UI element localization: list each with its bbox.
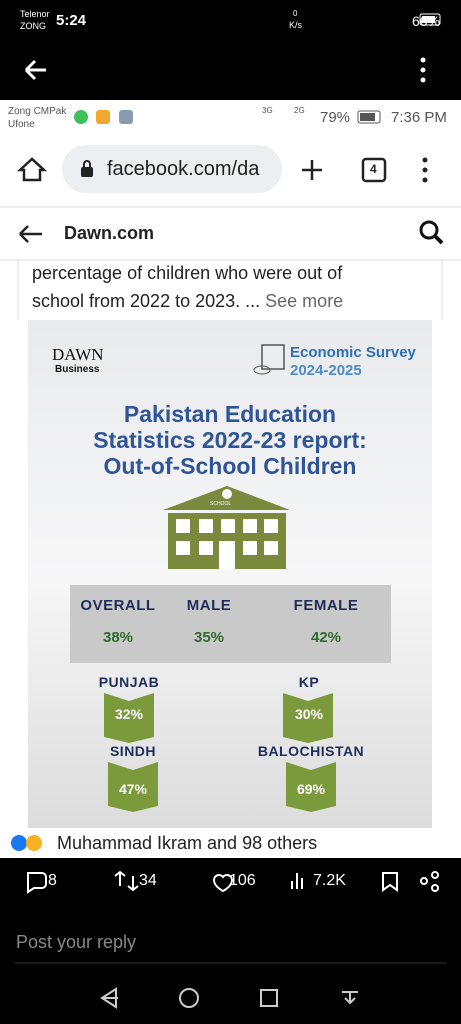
clock: 7:36 PM [391, 109, 447, 126]
infographic-title: Pakistan Education Statistics 2022-23 re… [28, 401, 432, 479]
carrier: Zong CMPak [8, 106, 67, 117]
brand: DAWN [52, 345, 104, 364]
province-value: 47% [118, 781, 148, 797]
province-value: 32% [114, 706, 144, 722]
summary-value: 38% [102, 629, 134, 646]
title-line: Out-of-School Children [103, 453, 357, 479]
province-label: KP [298, 674, 320, 690]
post-text: percentage of children who were out of [32, 263, 343, 283]
battery: 79% [320, 109, 351, 126]
like-count[interactable]: 106 [229, 872, 256, 889]
summary-label: MALE [186, 597, 232, 614]
post-text: school from 2022 to 2023. ... See more [32, 291, 343, 312]
carrier: Telenor [20, 9, 50, 19]
province-label: BALOCHISTAN [257, 743, 365, 759]
building-sign: SCHOOL [210, 501, 232, 507]
tab-count[interactable]: 4 [370, 162, 377, 176]
clock: 5:24 [56, 12, 87, 29]
summary-label: FEMALE [293, 597, 359, 614]
carrier: Ufone [8, 119, 35, 130]
speed-unit: K/s [289, 20, 303, 30]
network: 3G [262, 106, 273, 115]
network: 2G [294, 106, 305, 115]
province-label: PUNJAB [98, 674, 160, 690]
url[interactable]: facebook.com/da [107, 158, 260, 180]
reply-input[interactable]: Post your reply [16, 932, 137, 952]
reply-count[interactable]: 8 [48, 872, 57, 889]
page-title: Dawn.com [64, 223, 155, 243]
speed: 0 [293, 9, 298, 18]
post-text: school from 2022 to 2023. ... [32, 291, 261, 311]
summary-label: OVERALL [80, 597, 156, 614]
brand-sub: Business [55, 364, 100, 375]
repost-count[interactable]: 34 [139, 872, 157, 889]
view-count[interactable]: 7.2K [313, 872, 346, 889]
reactions[interactable]: Muhammad Ikram and 98 others [57, 833, 318, 853]
province-value: 30% [294, 706, 324, 722]
title-line: Pakistan Education [123, 401, 337, 427]
survey-years: 2024-2025 [290, 362, 362, 379]
see-more[interactable]: See more [265, 291, 344, 311]
title-line: Statistics 2022-23 report: [93, 427, 367, 453]
summary-value: 42% [310, 629, 342, 646]
province-label: SINDH [109, 743, 157, 759]
battery: 66% [412, 13, 441, 29]
carrier: ZONG [20, 21, 46, 31]
province-value: 69% [296, 781, 326, 797]
survey: Economic Survey [290, 344, 416, 361]
summary-value: 35% [193, 629, 225, 646]
